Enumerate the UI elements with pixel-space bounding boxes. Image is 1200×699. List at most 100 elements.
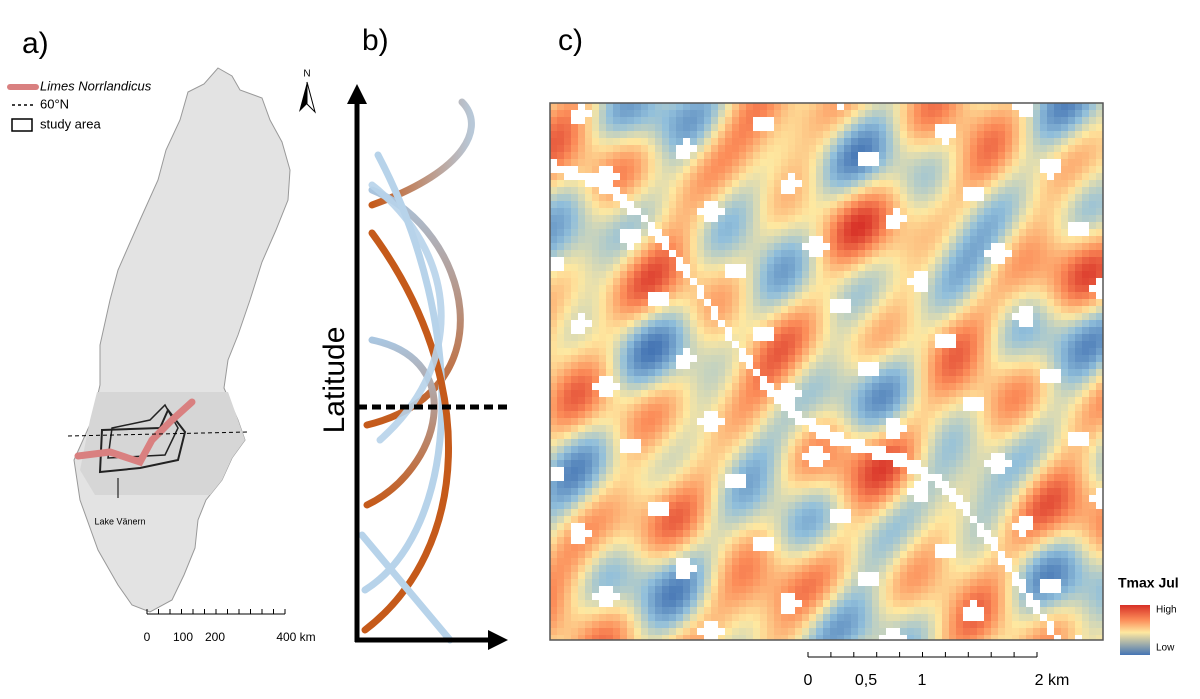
- raster-cell: [872, 166, 879, 173]
- raster-cell: [928, 187, 935, 194]
- raster-cell: [984, 502, 991, 509]
- raster-cell: [725, 313, 732, 320]
- raster-cell: [914, 341, 921, 348]
- raster-cell: [858, 509, 865, 516]
- raster-cell: [620, 509, 627, 516]
- raster-cell: [669, 138, 676, 145]
- raster-cell: [942, 467, 949, 474]
- raster-cell: [991, 117, 998, 124]
- raster-cell: [816, 404, 823, 411]
- raster-cell: [928, 439, 935, 446]
- raster-cell: [935, 523, 942, 530]
- raster-cell: [809, 530, 816, 537]
- raster-cell: [795, 124, 802, 131]
- raster-cell: [613, 397, 620, 404]
- raster-cell: [991, 208, 998, 215]
- raster-cell: [1040, 411, 1047, 418]
- raster-cell: [914, 264, 921, 271]
- raster-cell: [998, 502, 1005, 509]
- raster-cell: [669, 341, 676, 348]
- raster-cell: [1061, 187, 1068, 194]
- raster-cell: [739, 397, 746, 404]
- raster-cell: [753, 355, 760, 362]
- raster-cell: [669, 152, 676, 159]
- raster-cell: [620, 285, 627, 292]
- raster-cell: [627, 264, 634, 271]
- raster-cell: [837, 222, 844, 229]
- scale-label: 100: [173, 630, 193, 644]
- raster-cell: [1082, 362, 1089, 369]
- raster-cell: [1096, 110, 1103, 117]
- raster-cell: [662, 348, 669, 355]
- raster-cell: [683, 467, 690, 474]
- raster-cell: [641, 320, 648, 327]
- raster-cell: [914, 488, 921, 495]
- raster-cell: [781, 481, 788, 488]
- raster-cell: [886, 334, 893, 341]
- raster-cell: [1040, 523, 1047, 530]
- raster-cell: [1054, 313, 1061, 320]
- raster-cell: [977, 474, 984, 481]
- raster-cell: [823, 453, 830, 460]
- raster-cell: [1012, 355, 1019, 362]
- raster-cell: [970, 446, 977, 453]
- raster-cell: [956, 411, 963, 418]
- raster-cell: [697, 418, 704, 425]
- raster-cell: [858, 229, 865, 236]
- raster-cell: [669, 250, 676, 257]
- raster-cell: [557, 180, 564, 187]
- raster-cell: [697, 264, 704, 271]
- raster-cell: [760, 187, 767, 194]
- raster-cell: [732, 467, 739, 474]
- raster-cell: [942, 509, 949, 516]
- raster-cell: [1082, 152, 1089, 159]
- raster-cell: [1068, 299, 1075, 306]
- raster-cell: [802, 215, 809, 222]
- raster-cell: [893, 138, 900, 145]
- raster-cell: [732, 327, 739, 334]
- raster-cell: [795, 376, 802, 383]
- raster-cell: [711, 285, 718, 292]
- raster-cell: [809, 488, 816, 495]
- raster-cell: [886, 180, 893, 187]
- raster-cell: [739, 257, 746, 264]
- raster-cell: [648, 467, 655, 474]
- raster-cell: [767, 173, 774, 180]
- raster-cell: [606, 425, 613, 432]
- raster-cell: [907, 264, 914, 271]
- raster-cell: [627, 369, 634, 376]
- raster-cell: [1005, 215, 1012, 222]
- raster-cell: [725, 523, 732, 530]
- raster-cell: [795, 131, 802, 138]
- raster-cell: [641, 264, 648, 271]
- raster-cell: [942, 145, 949, 152]
- raster-cell: [830, 278, 837, 285]
- raster-cell: [767, 446, 774, 453]
- raster-cell: [837, 404, 844, 411]
- raster-cell: [984, 411, 991, 418]
- raster-cell: [893, 243, 900, 250]
- raster-cell: [739, 117, 746, 124]
- raster-cell: [837, 453, 844, 460]
- raster-cell: [886, 327, 893, 334]
- raster-cell: [739, 348, 746, 355]
- raster-cell: [837, 495, 844, 502]
- raster-cell: [886, 348, 893, 355]
- raster-cell: [823, 257, 830, 264]
- raster-cell: [858, 166, 865, 173]
- raster-cell: [893, 432, 900, 439]
- raster-cell: [879, 145, 886, 152]
- raster-cell: [858, 110, 865, 117]
- raster-cell: [1061, 411, 1068, 418]
- raster-cell: [788, 306, 795, 313]
- raster-cell: [571, 411, 578, 418]
- raster-cell: [865, 425, 872, 432]
- raster-cell: [711, 229, 718, 236]
- raster-cell: [900, 376, 907, 383]
- raster-cell: [830, 432, 837, 439]
- raster-cell: [1075, 362, 1082, 369]
- raster-cell: [865, 236, 872, 243]
- raster-cell: [655, 250, 662, 257]
- raster-cell: [921, 383, 928, 390]
- raster-cell: [655, 278, 662, 285]
